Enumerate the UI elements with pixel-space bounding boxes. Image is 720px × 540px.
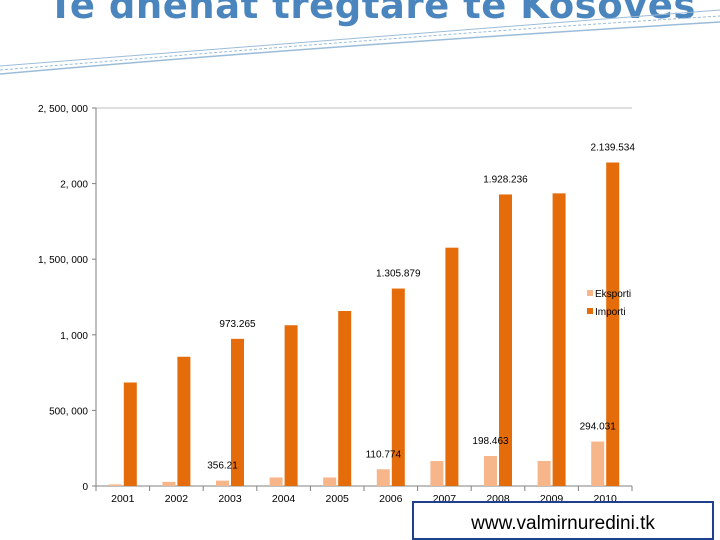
x-tick-label: 2006 [379, 493, 403, 505]
y-tick-label: 1, 500, 000 [38, 255, 88, 266]
slide-title: Të dhënat tregtare të Kosovës [48, 0, 696, 27]
bar-eksporti-2007 [430, 461, 444, 486]
data-label: 356.21 [207, 461, 238, 472]
y-tick-label: 2, 500, 000 [38, 104, 88, 115]
x-tick-label: 2002 [165, 493, 189, 505]
bar-importi-2010 [606, 162, 620, 487]
data-label: 1.305.879 [376, 269, 421, 280]
data-label: 973.265 [219, 319, 256, 330]
data-label: 294.031 [580, 422, 617, 433]
bar-eksporti-2003 [216, 480, 229, 486]
y-tick-label: 500, 000 [49, 406, 88, 417]
data-label: 1.928.236 [483, 174, 528, 185]
bar-eksporti-2005 [323, 477, 337, 486]
y-tick-label: 2, 000 [60, 180, 88, 191]
bar-eksporti-2009 [537, 461, 551, 486]
footer-url: www.valmirnuredini.tk [471, 513, 655, 534]
bar-importi-2008 [499, 194, 512, 486]
y-tick-label: 0 [82, 482, 88, 493]
data-label: 110.774 [366, 449, 402, 460]
bar-eksporti-2006 [376, 469, 390, 486]
bar-importi-2006 [391, 288, 405, 486]
bar-importi-2005 [338, 310, 352, 486]
bar-eksporti-2010 [591, 441, 605, 486]
x-tick-label: 2001 [111, 493, 135, 505]
bar-importi-2002 [177, 356, 191, 486]
bar-eksporti-2004 [269, 477, 283, 486]
title-swoosh-decoration [0, 9, 720, 75]
legend-label: Importi [595, 307, 626, 318]
legend-swatch [587, 290, 593, 296]
legend-label: Eksporti [595, 289, 631, 300]
data-label: 198.463 [472, 436, 509, 447]
legend-swatch [587, 308, 593, 314]
y-tick-label: 1, 000 [60, 331, 88, 342]
bar-importi-2003 [231, 338, 244, 486]
bar-importi-2009 [552, 193, 566, 486]
bar-importi-2001 [123, 382, 137, 486]
bar-eksporti-2001 [108, 484, 122, 486]
data-label: 2.139.534 [590, 143, 635, 154]
bar-importi-2007 [445, 247, 459, 486]
footer-url-box: www.valmirnuredini.tk [412, 501, 714, 540]
x-tick-label: 2003 [218, 493, 242, 505]
bar-eksporti-2002 [162, 481, 176, 486]
x-tick-label: 2005 [326, 493, 350, 505]
x-tick-label: 2004 [272, 493, 296, 505]
bar-eksporti-2008 [484, 455, 497, 486]
bar-importi-2004 [284, 325, 298, 486]
